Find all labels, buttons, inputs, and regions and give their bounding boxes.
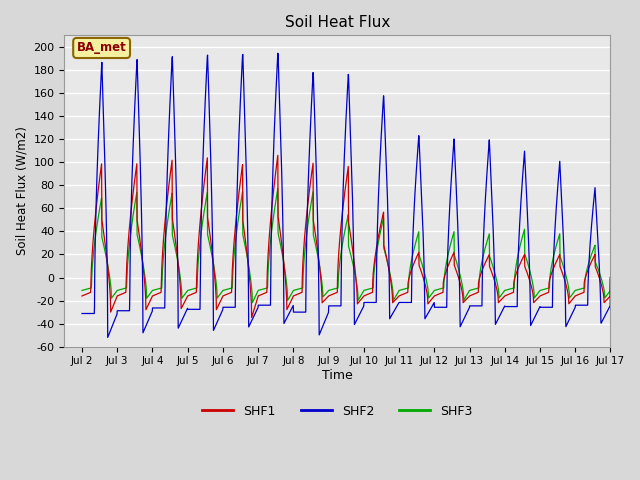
Legend: SHF1, SHF2, SHF3: SHF1, SHF2, SHF3 — [197, 400, 478, 423]
Text: BA_met: BA_met — [77, 41, 127, 54]
Y-axis label: Soil Heat Flux (W/m2): Soil Heat Flux (W/m2) — [15, 127, 28, 255]
Title: Soil Heat Flux: Soil Heat Flux — [285, 15, 390, 30]
X-axis label: Time: Time — [322, 369, 353, 382]
